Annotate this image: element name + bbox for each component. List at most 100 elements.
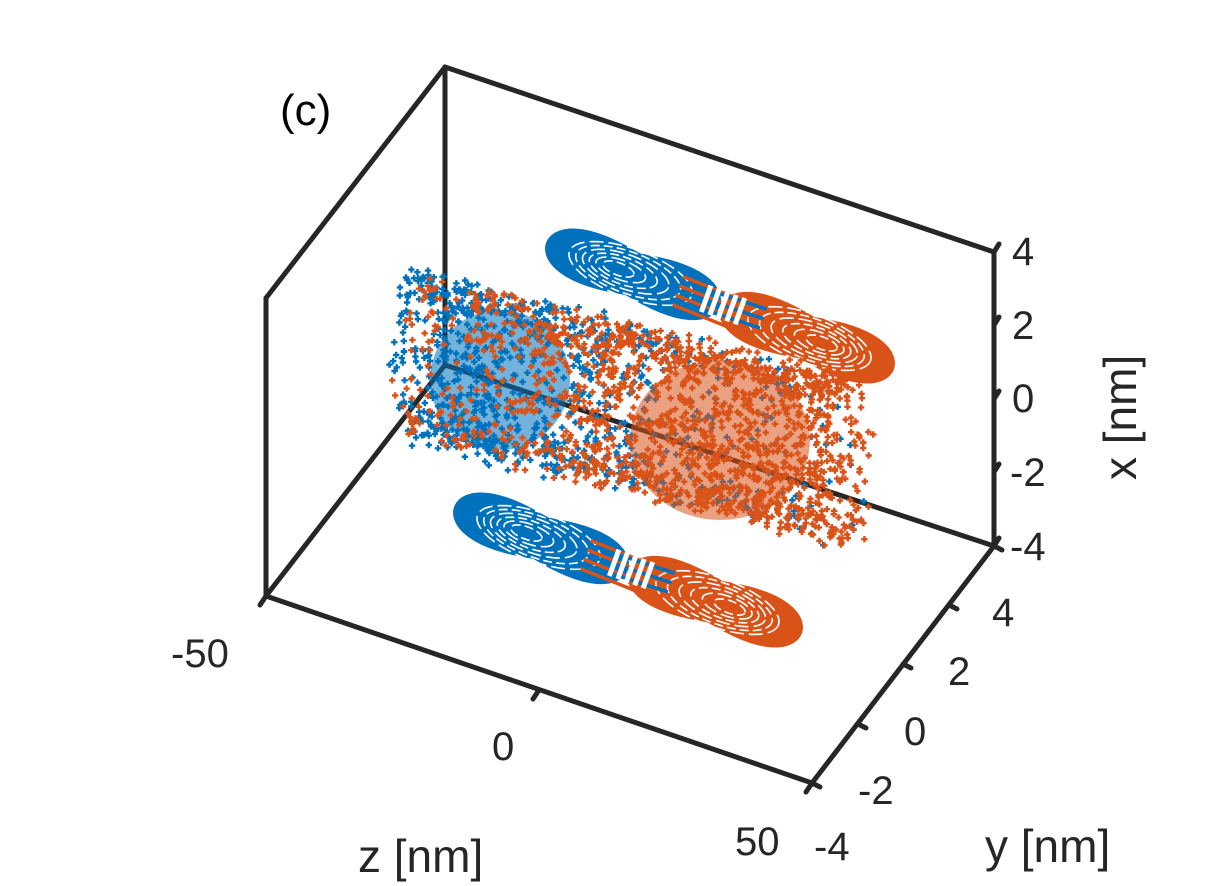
- cloud-point: [474, 336, 481, 343]
- cloud-point: [546, 399, 553, 407]
- x-axis-title: x [nm]: [1094, 355, 1146, 480]
- cloud-point: [592, 343, 600, 350]
- cloud-point: [557, 355, 564, 363]
- cloud-point: [508, 434, 515, 441]
- cloud-point: [564, 392, 571, 399]
- z-tick-label: -50: [171, 632, 229, 676]
- cloud-point: [846, 522, 853, 530]
- cloud-point: [392, 392, 399, 399]
- cloud-point: [605, 413, 612, 420]
- cloud-point: [540, 375, 548, 382]
- projection-top-neck-gap: [732, 297, 748, 326]
- cloud-point: [696, 344, 703, 351]
- cloud-point: [438, 409, 445, 416]
- cloud-point: [512, 294, 519, 302]
- cloud-point: [426, 352, 433, 359]
- cloud-point: [824, 402, 831, 410]
- cloud-point: [545, 303, 552, 311]
- cloud-point: [574, 395, 581, 402]
- cloud-point: [807, 479, 814, 486]
- cloud-point: [405, 430, 412, 438]
- cloud-point: [842, 475, 849, 482]
- cloud-point: [442, 318, 449, 325]
- projection-bottom-lobe-right-contour: [701, 592, 753, 620]
- cloud-point: [617, 396, 624, 404]
- cloud-point: [712, 339, 719, 346]
- cloud-point: [806, 459, 813, 467]
- cloud-point: [794, 481, 802, 488]
- cloud-point: [447, 412, 454, 419]
- cloud-point: [561, 359, 569, 367]
- cloud-point: [412, 434, 420, 441]
- cloud-point: [508, 309, 515, 316]
- cloud-point: [830, 376, 837, 384]
- cloud-point: [657, 359, 664, 366]
- cloud-point: [824, 414, 832, 421]
- cloud-point: [403, 385, 410, 392]
- cloud-point: [504, 467, 512, 474]
- cloud-point: [459, 304, 466, 311]
- cloud-point: [544, 465, 551, 472]
- cloud-point: [621, 454, 628, 461]
- cloud-point: [609, 349, 616, 356]
- cloud-point: [784, 523, 791, 530]
- cloud-point: [667, 364, 674, 371]
- cloud-point: [765, 355, 773, 363]
- cloud-point: [493, 333, 501, 340]
- cloud-point: [613, 344, 620, 351]
- cloud-point: [617, 385, 624, 392]
- cloud-point: [578, 391, 586, 398]
- cloud-point: [865, 503, 872, 510]
- cloud-point: [445, 312, 452, 319]
- cloud-point: [509, 376, 516, 383]
- cloud-point: [561, 439, 568, 446]
- cloud-point: [820, 411, 827, 418]
- cloud-point: [553, 468, 560, 475]
- x-tick-label: 2: [1012, 304, 1034, 348]
- cloud-point: [825, 366, 833, 373]
- cloud-point: [634, 394, 641, 401]
- projection-top-lobe-right-contour: [770, 317, 859, 364]
- cloud-point: [475, 321, 482, 328]
- cloud-point: [466, 441, 473, 448]
- cloud-point: [612, 365, 619, 372]
- cloud-point: [605, 341, 612, 348]
- cloud-point: [472, 294, 480, 302]
- cloud-point: [576, 420, 583, 427]
- point-cloud: [386, 266, 877, 549]
- cloud-point: [618, 419, 625, 427]
- box-edge-top-left: [263, 64, 448, 301]
- cloud-point: [604, 435, 611, 443]
- y-tick-label: 4: [992, 591, 1014, 635]
- y-tick-mark: [946, 602, 960, 612]
- cloud-point: [498, 435, 506, 442]
- cloud-point: [589, 456, 597, 463]
- cloud-point: [835, 514, 842, 521]
- projection-top-lobe-left-contour: [595, 256, 647, 284]
- cloud-point: [585, 471, 593, 478]
- cloud-point: [550, 376, 557, 383]
- cloud-point: [434, 323, 441, 331]
- cloud-point: [637, 374, 645, 381]
- projection-top-lobe-left-contour: [574, 244, 682, 301]
- cloud-point: [803, 367, 811, 374]
- cloud-point: [516, 449, 523, 456]
- cloud-point: [799, 507, 806, 514]
- cloud-point: [482, 335, 489, 343]
- cloud-point: [492, 353, 499, 360]
- cloud-point: [819, 372, 826, 379]
- cloud-point: [396, 292, 403, 299]
- box-edge-top-back: [442, 64, 997, 255]
- cloud-point: [546, 420, 553, 428]
- projection-top-lobe-right: [719, 291, 895, 384]
- cloud-point: [530, 313, 537, 320]
- cloud-point: [533, 380, 540, 388]
- x-tick-label: 0: [1012, 377, 1034, 421]
- cloud-point: [626, 412, 634, 419]
- cloud-point: [551, 303, 558, 310]
- cloud-point: [809, 385, 817, 392]
- cloud-point: [594, 407, 602, 414]
- cloud-point: [425, 418, 432, 425]
- cloud-point: [538, 430, 545, 438]
